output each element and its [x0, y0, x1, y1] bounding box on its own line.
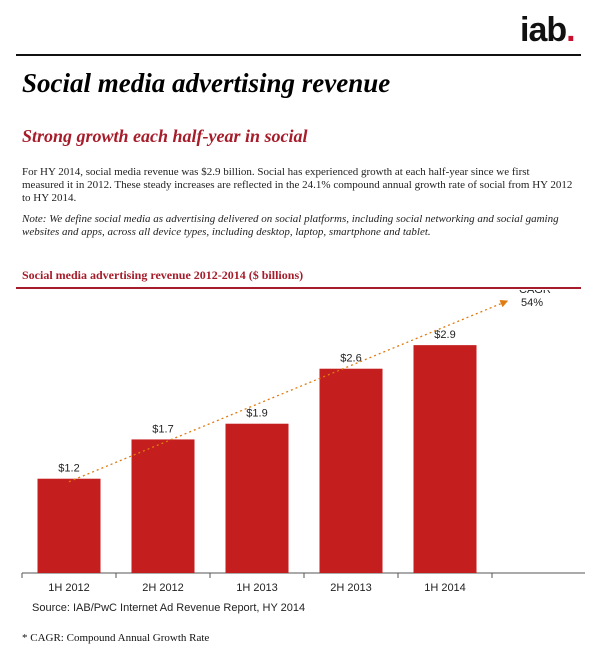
x-tick-label: 2H 2012 [142, 582, 184, 594]
bar-1 [37, 478, 101, 573]
x-tick-label: 1H 2012 [48, 582, 90, 594]
chart-title: Social media advertising revenue 2012-20… [22, 268, 304, 282]
x-tick-label: 2H 2013 [330, 582, 372, 594]
cagr-value: 54% [521, 297, 543, 309]
x-tick-label: 1H 2014 [424, 582, 466, 594]
iab-logo: iab. [520, 10, 576, 50]
bar-value-label: $1.7 [152, 423, 173, 435]
body-paragraph: For HY 2014, social media revenue was $2… [22, 166, 573, 204]
x-tick-label: 1H 2013 [236, 582, 278, 594]
page-title: Social media advertising revenue [22, 68, 391, 98]
bar-2 [131, 439, 195, 573]
bar-value-label: $2.9 [434, 329, 455, 341]
cagr-trend-line [68, 300, 509, 483]
bar-value-label: $1.9 [246, 408, 267, 420]
cagr-label: CAGR* [519, 290, 556, 296]
bar-4 [319, 368, 383, 573]
bar-3 [225, 423, 289, 573]
logo-text: iab [520, 11, 567, 49]
chart-title-divider [16, 287, 581, 289]
bar-value-label: $1.2 [58, 463, 79, 475]
revenue-bar-chart: $1.2 1H 2012 $1.7 2H 2012 $1.9 1H 2013 $2.6 2H … [21, 290, 585, 594]
source-note: Source: IAB/PwC Internet Ad Revenue Repo… [32, 602, 306, 614]
note-paragraph: Note: We define social media as advertis… [22, 213, 559, 238]
bar-value-label: $2.6 [340, 353, 361, 365]
page-subtitle: Strong growth each half-year in social [22, 126, 308, 146]
header-divider [16, 54, 581, 56]
cagr-footnote: * CAGR: Compound Annual Growth Rate [22, 632, 210, 644]
bar-5 [413, 345, 477, 573]
logo-dot: . [566, 11, 576, 49]
